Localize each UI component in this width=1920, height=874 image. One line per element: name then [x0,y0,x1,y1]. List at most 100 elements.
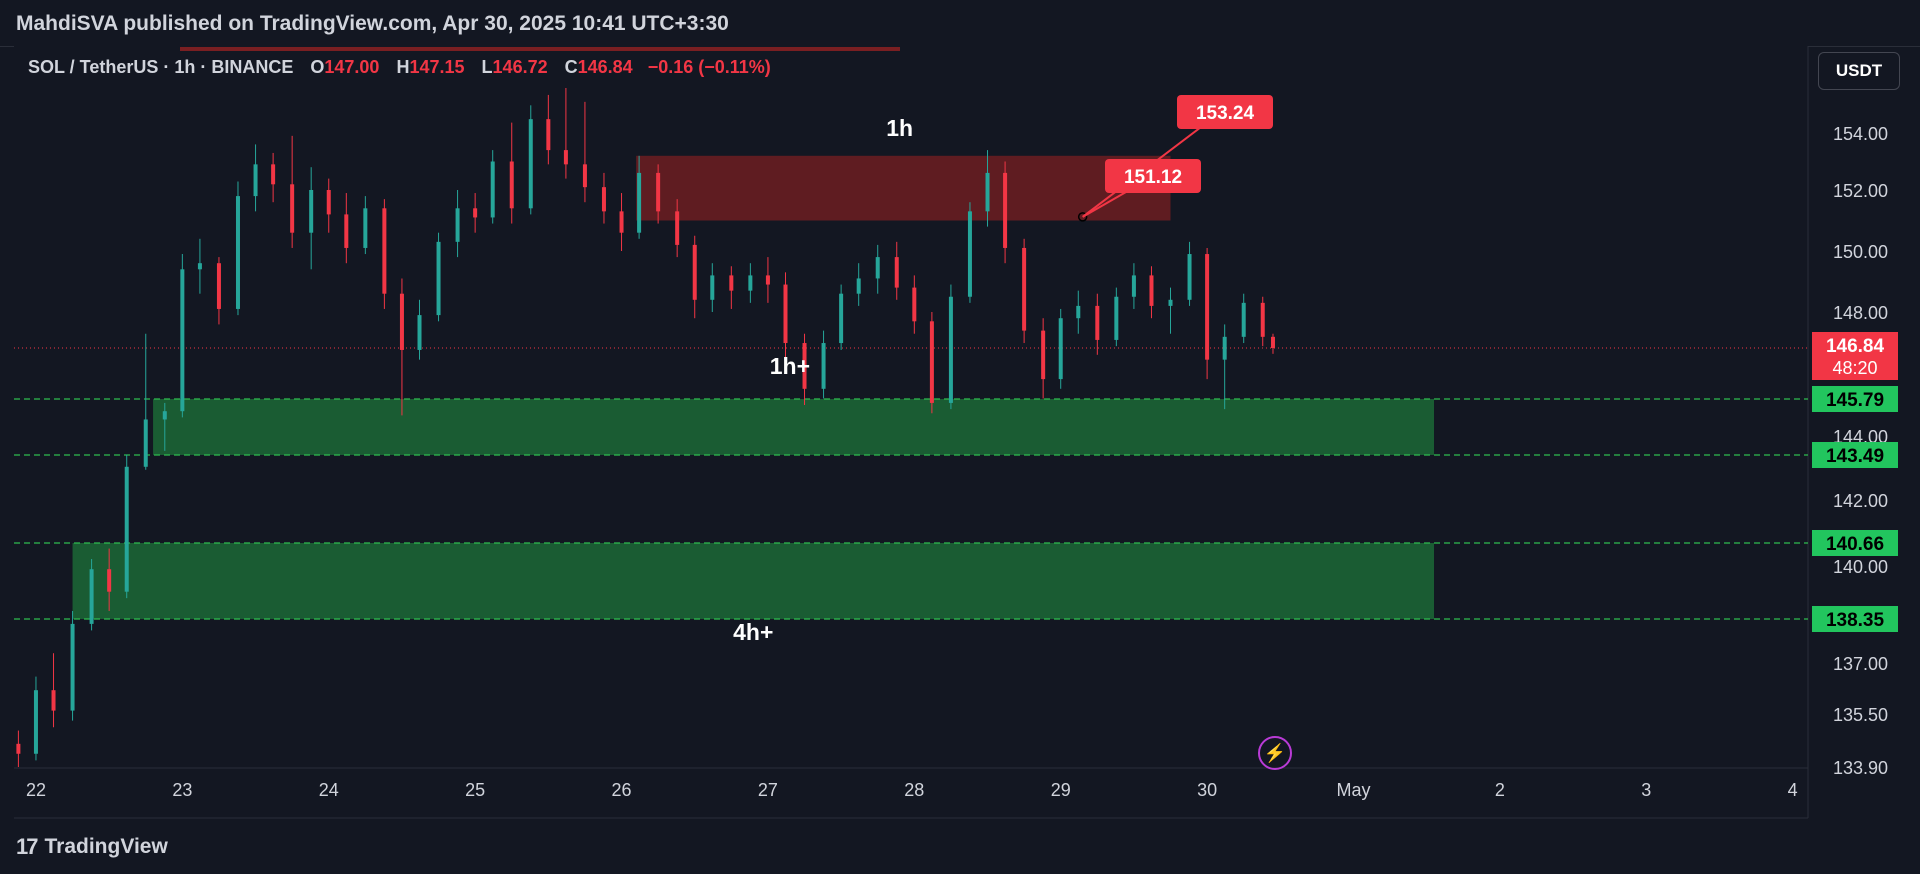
candle-body [765,275,770,285]
candle-body [1041,330,1046,380]
candle-body [124,466,129,592]
last-price-badge [1812,332,1898,380]
x-tick-label: 30 [1197,780,1217,800]
candle-body [1131,275,1136,297]
symbol-name[interactable]: SOL / TetherUS · 1h · BINANCE [28,57,294,77]
tradingview-brand: TradingView [44,835,168,858]
candle-body [710,275,715,300]
candle-body [70,623,75,711]
candle-body [692,244,697,300]
candle-body [729,275,734,291]
candle-body [89,569,94,624]
callout-box-1 [1105,159,1201,193]
callout-label-1: 151.12 [1124,167,1182,188]
y-tick-label: 140.00 [1833,557,1888,577]
high-label: H [396,57,410,77]
candle-body [162,411,167,420]
candle-body [546,119,551,151]
candle-body [748,275,753,291]
candle-body [839,293,844,344]
x-tick-label: 26 [612,780,632,800]
open-value: 147.00 [324,57,380,77]
candle-body [271,164,276,185]
candle-body [326,190,331,215]
candle-body [563,150,568,165]
candle-body [143,419,148,467]
candle-body [417,315,422,350]
candle-body [1205,254,1210,360]
candle-body [16,743,21,754]
publisher-info: MahdiSVA published on TradingView.com, A… [16,12,729,35]
x-tick-label: 24 [319,780,339,800]
level-badge-3 [1812,606,1898,632]
candle-body [180,269,185,412]
candle-body [912,287,917,322]
candle-body [1187,254,1192,300]
y-tick-label: 142.00 [1833,491,1888,511]
candle-body [490,161,495,218]
candle-body [309,190,314,233]
symbol-legend: SOL / TetherUS · 1h · BINANCE O147.00 H1… [28,57,771,78]
y-tick-label: 150.00 [1833,242,1888,262]
close-value: 146.84 [577,57,633,77]
x-tick-label: 3 [1641,780,1651,800]
candle-body [363,208,368,248]
candle-body [967,211,972,297]
x-tick-label: 22 [26,780,46,800]
level-badge-0 [1812,386,1898,412]
open-label: O [310,57,325,77]
candle-body [894,257,899,288]
candle-body [528,119,533,209]
candle-body [619,211,624,233]
candle-body [675,211,680,245]
candle-body [1260,302,1265,337]
candle-body [1168,299,1173,306]
candle-body [344,214,349,248]
candle-body [290,184,295,233]
candle-body [1241,302,1246,337]
level-badge-1 [1812,442,1898,468]
tradingview-logo-icon: 17 [16,834,39,859]
countdown-label: 48:20 [1832,358,1877,378]
candle-body [382,208,387,294]
candle-body [455,208,460,242]
candle-body [1076,305,1081,319]
zone-demand-1 [153,399,1435,455]
callout-label-0: 153.24 [1196,103,1255,124]
callout-box-0 [1177,95,1273,129]
y-tick-label: 154.00 [1833,124,1888,144]
candle-body [1058,318,1063,380]
candle-body [948,296,953,403]
candle-body [399,293,404,350]
candle-body [107,569,112,592]
y-tick-label: 152.00 [1833,181,1888,201]
candle-body [783,284,788,344]
low-label: L [481,57,493,77]
candle-body [33,690,38,754]
level-badge-2 [1812,530,1898,556]
y-tick-label: 133.90 [1833,758,1888,778]
candle-body [802,343,807,389]
currency-button[interactable]: USDT [1818,52,1900,90]
candle-body [875,257,880,279]
close-label: C [564,57,578,77]
lightning-icon[interactable]: ⚡ [1258,736,1292,770]
candle-body [1003,172,1008,248]
candle-body [1114,296,1119,340]
high-value: 147.15 [409,57,465,77]
tradingview-logo[interactable]: 17 TradingView [16,834,168,860]
change-value: −0.16 (−0.11%) [647,57,771,77]
candle-body [1095,305,1100,340]
candle-body [856,278,861,294]
candle-body [637,172,642,233]
zone-label-1hplus: 1h+ [770,353,810,379]
candle-body [821,343,826,389]
x-tick-label: 2 [1495,780,1505,800]
last-price-label: 146.84 [1826,336,1885,357]
y-tick-label: 137.00 [1833,654,1888,674]
x-tick-label: 27 [758,780,778,800]
low-value: 146.72 [492,57,548,77]
candle-body [216,263,221,309]
